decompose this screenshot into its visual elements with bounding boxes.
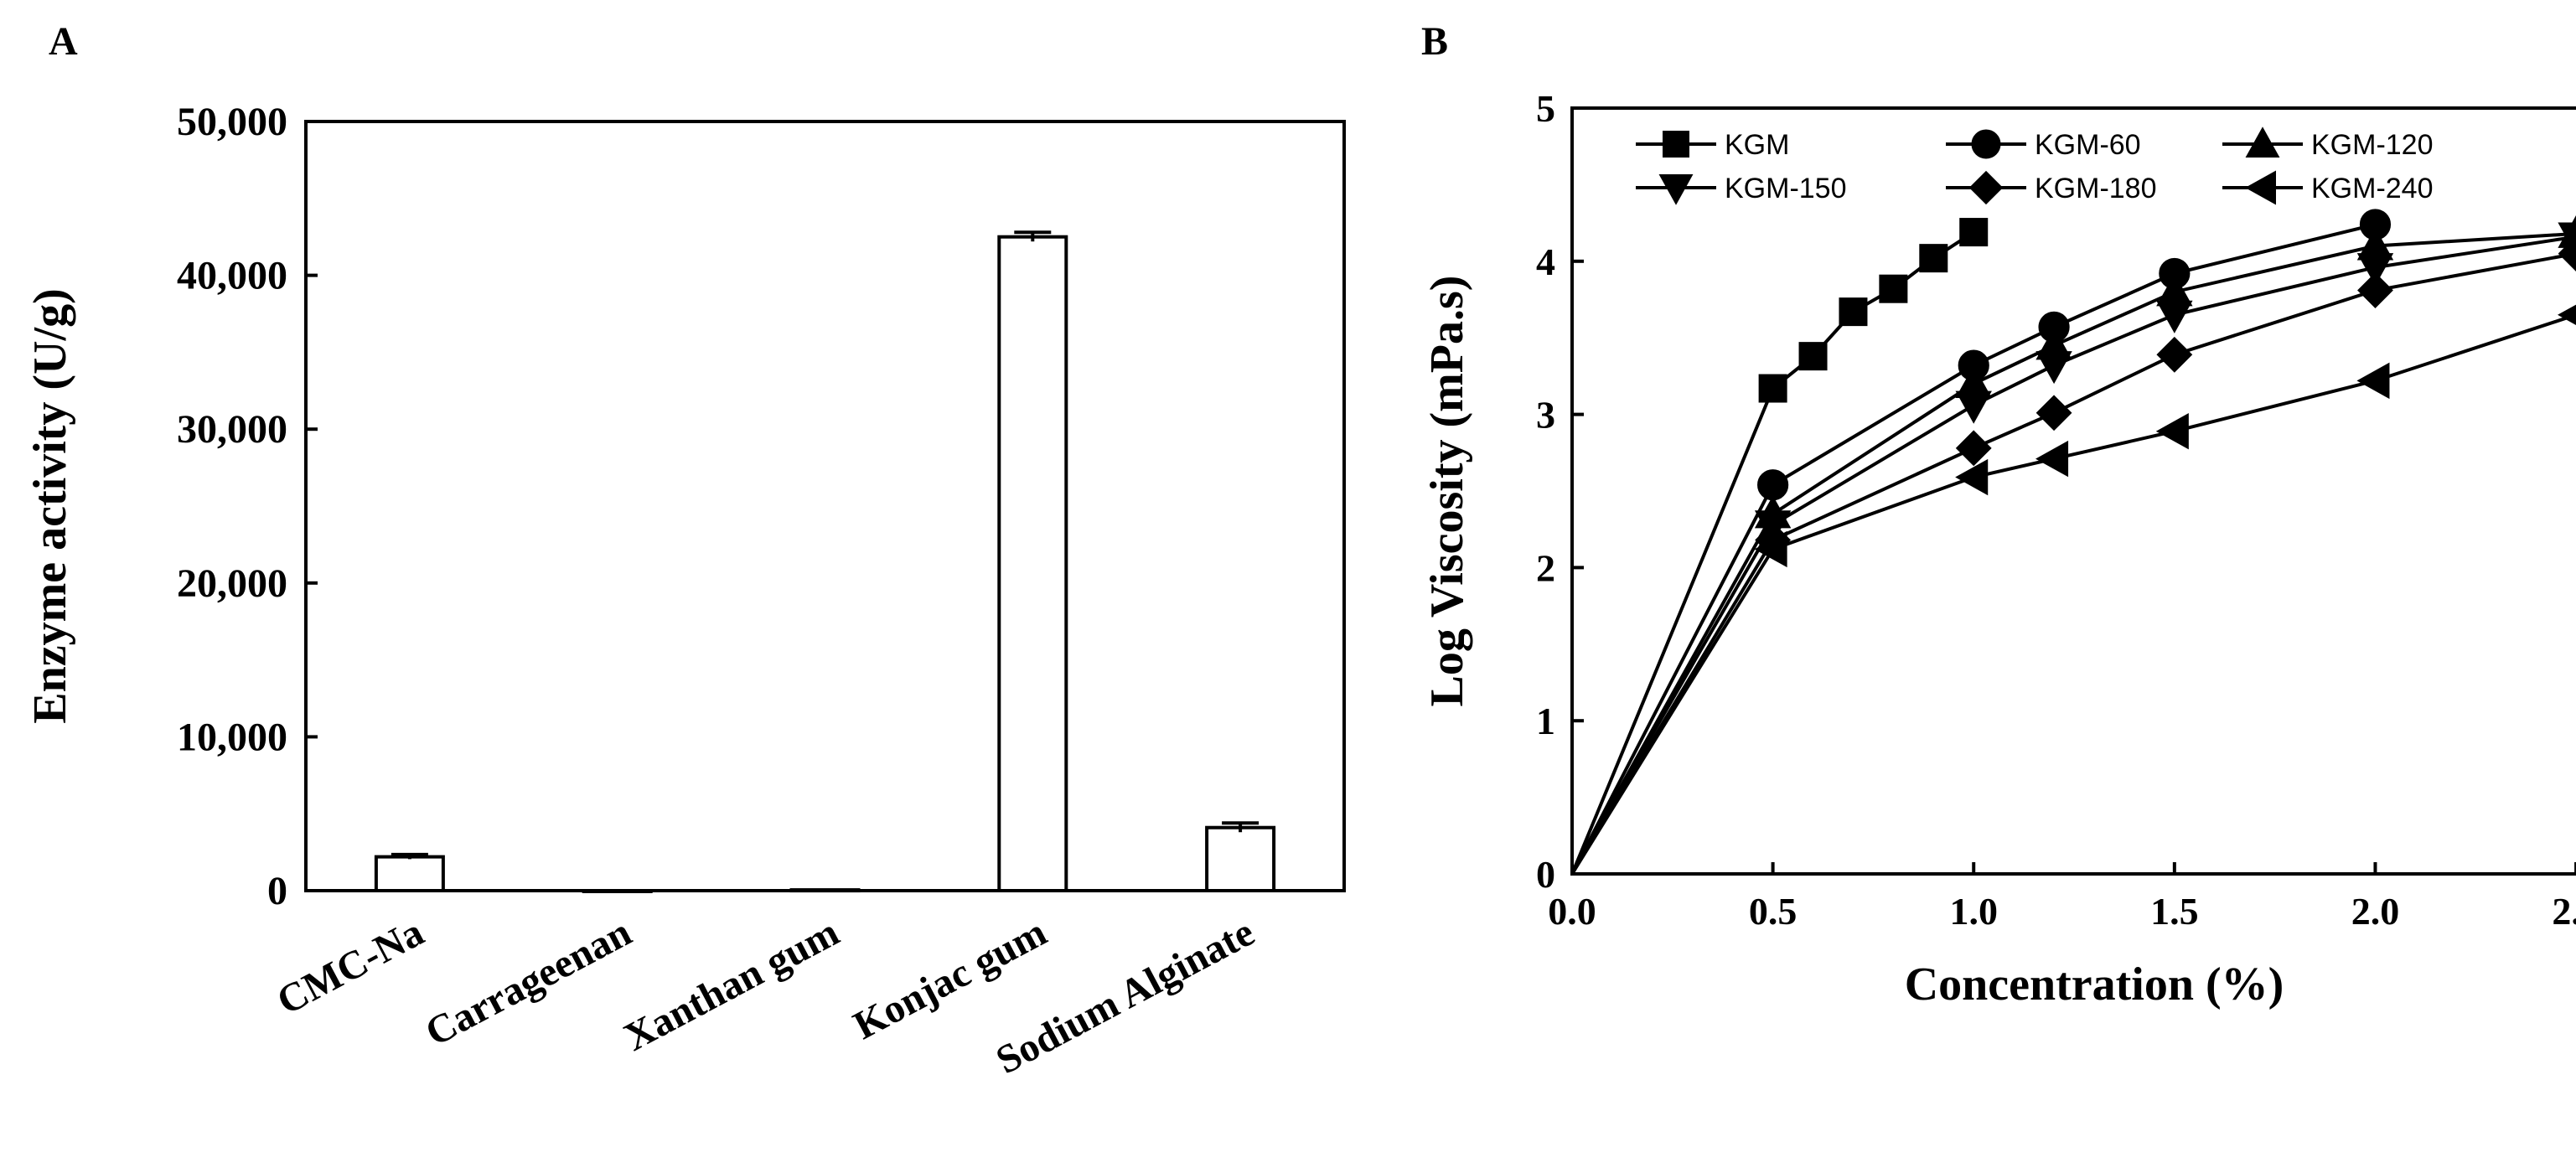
chart-b-legend-label: KGM-120 — [2311, 129, 2434, 161]
chart-a-category-label: Carrageenan — [418, 910, 639, 1055]
chart-b-data-point — [1839, 297, 1868, 327]
chart-b-ytick-label: 2 — [1536, 546, 1555, 589]
chart-b-series-line — [1570, 313, 2576, 876]
panel-a-label: A — [49, 19, 78, 64]
chart-a-ytick-label: 20,000 — [177, 561, 287, 606]
chart-b-x-axis-title: Concentration (%) — [1905, 959, 2284, 1010]
chart-b-data-point — [2156, 336, 2193, 373]
chart-b-series-kgm-150 — [1570, 222, 2576, 875]
chart-b-series-line — [1570, 251, 2576, 876]
chart-b-data-point — [2558, 304, 2576, 325]
chart-b-y-axis-title: Log Viscosity (mPa.s) — [1421, 276, 1473, 707]
chart-b-xtick-label: 2.5 — [2552, 890, 2576, 933]
chart-a-y-axis-title: Enzyme activity (U/g) — [24, 288, 76, 723]
chart-a-enzyme-activity: 0 10,000 20,000 30,000 40,000 50,000 CMC-NaCar… — [24, 100, 1346, 1083]
chart-a-bar — [582, 889, 653, 893]
chart-b-xtick-label: 0.5 — [1749, 890, 1798, 933]
chart-a-category-label: CMC-Na — [270, 910, 431, 1024]
chart-b-legend-marker — [1658, 174, 1694, 205]
chart-b-data-point — [2356, 362, 2390, 400]
chart-b-series-line — [1570, 231, 2576, 875]
chart-a-ytick-label: 0 — [267, 869, 287, 913]
chart-a-ytick-label: 40,000 — [177, 254, 287, 298]
chart-b-ytick-label: 0 — [1536, 853, 1555, 896]
chart-b-data-point — [2035, 351, 2072, 385]
chart-b-data-point — [2357, 272, 2393, 308]
chart-b-data-point — [2035, 395, 2072, 432]
chart-b-data-point — [1955, 390, 1992, 424]
chart-b-xtick-label: 0.0 — [1548, 890, 1596, 933]
chart-a-bar — [1205, 825, 1276, 892]
chart-b-legend-label: KGM-150 — [1725, 173, 1847, 204]
chart-b-data-point — [2156, 300, 2193, 333]
chart-b-series-kgm-60 — [1570, 209, 2392, 875]
chart-a-bar — [789, 888, 861, 893]
chart-b-data-point — [1955, 430, 1992, 467]
chart-b-series-kgm-120 — [1570, 214, 2576, 875]
chart-b-series-kgm-240 — [1570, 304, 2576, 876]
chart-b-series-kgm — [1570, 218, 1989, 875]
chart-b-series-kgm-180 — [1570, 235, 2576, 876]
chart-a-ytick-label: 50,000 — [177, 100, 287, 144]
chart-a-bar — [997, 235, 1068, 892]
chart-a-ytick-label: 10,000 — [177, 715, 287, 759]
chart-b-data-point — [2035, 440, 2069, 478]
chart-b-ytick-label: 4 — [1536, 240, 1555, 283]
chart-b-legend-label: KGM-180 — [2035, 173, 2157, 204]
chart-b-legend-label: KGM-240 — [2311, 173, 2434, 204]
chart-b-ytick-label: 1 — [1536, 700, 1555, 742]
chart-b-data-point — [1754, 530, 1787, 568]
chart-b-legend-label: KGM — [1725, 129, 1789, 161]
chart-b-data-point — [2558, 235, 2576, 271]
chart-b-legend-marker — [1968, 170, 2004, 205]
chart-b-plot-frame — [1570, 106, 2576, 876]
chart-b-ytick-label: 3 — [1536, 394, 1555, 437]
chart-b-legend-marker — [2245, 127, 2280, 158]
chart-b-data-point — [1919, 244, 1948, 273]
chart-b-data-point — [1959, 218, 1989, 247]
chart-b-xtick-label: 2.0 — [2351, 890, 2400, 933]
chart-b-data-point — [1758, 374, 1787, 403]
chart-b-data-point — [1879, 274, 1908, 303]
chart-b-xtick-label: 1.5 — [2150, 890, 2199, 933]
chart-b-data-point — [2155, 413, 2189, 450]
chart-b-xtick-label: 1.0 — [1949, 890, 1998, 933]
chart-b-data-point — [1798, 342, 1828, 371]
chart-b-data-point — [1757, 469, 1789, 501]
chart-b-series-line — [1570, 222, 2376, 875]
chart-b-ytick-label: 5 — [1536, 87, 1555, 130]
chart-a-bar — [374, 855, 445, 892]
chart-a-category-label: Xanthan gum — [617, 910, 846, 1060]
chart-b-legend: KGM KGM-60 KGM-120 KGM-150 KGM-180 KGM-240 — [1636, 127, 2434, 205]
chart-b-series-line — [1570, 235, 2576, 875]
chart-b-viscosity: 0 1 2 3 4 5 0.0 0.5 1.0 1.5 2.0 2.5 KGM KGM-60 KGM-120… — [1421, 87, 2576, 1010]
chart-b-data-point — [1955, 458, 1989, 496]
panel-b-label: B — [1421, 19, 1448, 64]
chart-b-legend-marker — [1971, 129, 2001, 159]
chart-b-data-point — [2356, 253, 2394, 287]
chart-a-plot-frame — [304, 120, 1346, 892]
chart-b-legend-marker — [2245, 170, 2276, 205]
chart-b-legend-label: KGM-60 — [2035, 129, 2141, 161]
chart-b-legend-marker — [1663, 131, 1689, 158]
chart-a-ytick-label: 30,000 — [177, 407, 287, 452]
